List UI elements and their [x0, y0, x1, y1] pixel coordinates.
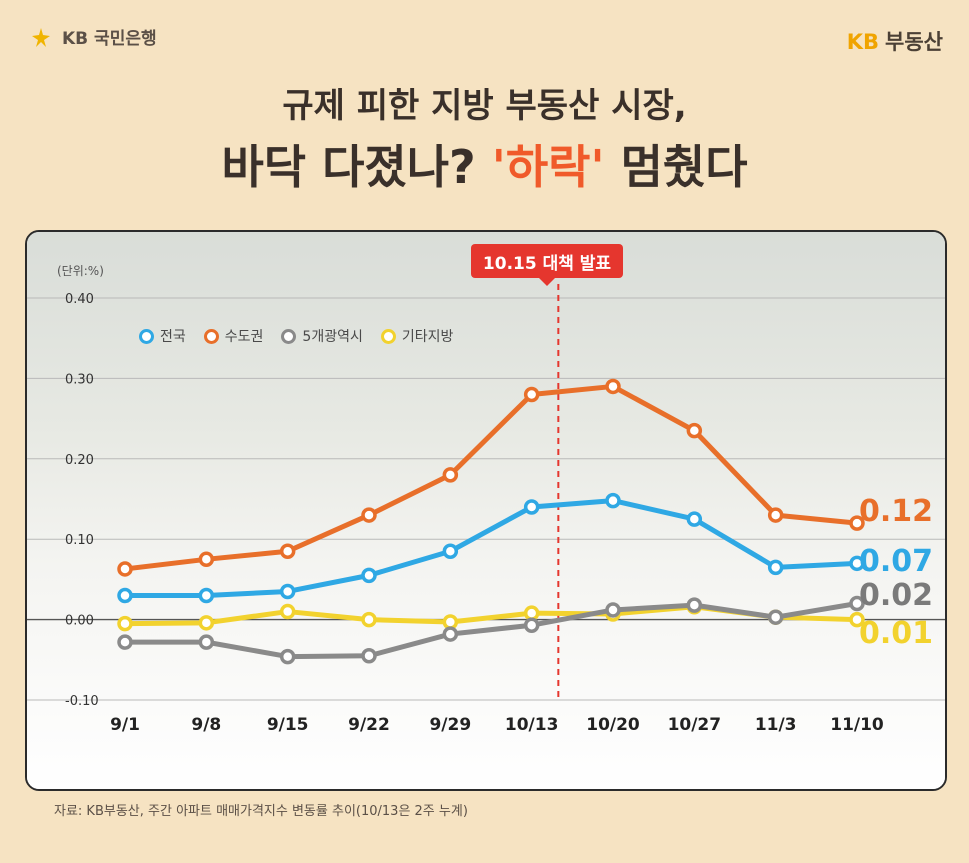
data-point-capital [117, 561, 133, 577]
data-point-national [849, 555, 865, 572]
title-line1: 규제 피한 지방 부동산 시장, [282, 86, 687, 126]
data-point-metro5 [442, 626, 459, 642]
end-label-capital: 0.12 [858, 494, 933, 529]
x-tick-label: 11/10 [830, 715, 884, 735]
kb-bank-logo: KB 국민은행 [28, 24, 157, 49]
data-point-other [279, 603, 296, 620]
legend-label: 5개광역시 [302, 329, 363, 345]
data-point-capital [523, 386, 540, 403]
data-point-capital [849, 515, 865, 531]
y-tick-label: 0.10 [65, 533, 94, 548]
data-point-metro5 [198, 634, 215, 650]
series-line-national [122, 498, 860, 598]
x-tick-label: 9/1 [110, 715, 140, 735]
data-point-national [279, 583, 296, 600]
data-point-national [686, 511, 703, 527]
legend-item-capital: 수도권 [203, 326, 264, 346]
data-point-national [767, 559, 784, 576]
data-point-other [198, 615, 215, 631]
kb-star-icon [32, 27, 50, 47]
y-tick-label: 0.40 [65, 292, 94, 307]
legend-marker-icon [203, 328, 219, 344]
title-line2: 바닥 다졌나? '하락' 멈췄다 [0, 131, 969, 197]
x-tick-label: 9/8 [191, 715, 221, 735]
x-tick-label: 9/22 [348, 715, 390, 735]
data-point-capital [198, 551, 215, 568]
series-line-metro5 [122, 601, 860, 660]
kb-realestate-logo: KB 부동산 [847, 26, 943, 56]
legend-marker-icon [281, 328, 297, 344]
realestate-text: 부동산 [885, 30, 943, 54]
data-point-capital [442, 467, 459, 483]
x-tick-label: 9/15 [267, 715, 309, 735]
x-tick-label: 10/13 [505, 715, 559, 735]
data-point-capital [605, 378, 621, 395]
data-point-other [523, 605, 540, 621]
data-point-national [442, 543, 459, 560]
data-point-metro5 [767, 609, 784, 625]
chart-legend: 전국 수도권 5개광역시 기타지방 [139, 326, 453, 346]
legend-label: 전국 [160, 329, 186, 345]
data-point-other [117, 615, 133, 632]
data-point-other [442, 614, 459, 630]
legend-label: 수도권 [224, 329, 264, 345]
y-tick-label: 0.00 [65, 614, 94, 629]
legend-item-national: 전국 [139, 326, 186, 346]
x-tick-label: 11/3 [755, 715, 797, 735]
data-point-national [605, 492, 621, 509]
end-label-national: 0.07 [858, 544, 933, 579]
policy-callout: 10.15 대책 발표 [471, 244, 623, 286]
y-tick-label: -0.10 [65, 694, 99, 709]
source-note: 자료: KB부동산, 주간 아파트 매매가격지수 변동률 추이(10/13은 2… [54, 804, 468, 819]
data-point-capital [767, 507, 784, 523]
legend-marker-icon [139, 328, 154, 344]
legend-marker-icon [380, 328, 396, 344]
data-point-capital [686, 422, 703, 439]
chart-plot: 0.40 0.30 0.20 0.10 0.00 -0.10 9/1 9/8 9/15 9/22 9… [27, 284, 945, 735]
x-tick-label: 9/29 [429, 715, 471, 735]
title-line2-prefix: 바닥 다졌나? [221, 140, 476, 194]
data-point-other [361, 611, 377, 628]
data-point-national [523, 499, 540, 515]
data-point-capital [279, 543, 296, 560]
data-point-metro5 [117, 634, 133, 650]
data-point-national [117, 587, 133, 604]
legend-label: 기타지방 [401, 329, 454, 345]
data-point-national [198, 587, 215, 604]
data-point-capital [361, 507, 377, 523]
x-tick-label: 10/20 [586, 715, 640, 735]
y-tick-label: 0.30 [65, 372, 94, 387]
title-line2-highlight: '하락' [491, 140, 605, 194]
chart-panel: (단위:%) 0.40 0.30 0.20 0.10 0.00 -0.10 9/1 9/8 9/… [25, 230, 947, 791]
title-line2-suffix: 멈췄다 [620, 140, 748, 194]
series-line-capital [122, 383, 860, 572]
data-point-metro5 [361, 648, 377, 664]
data-point-national [361, 567, 377, 584]
data-point-metro5 [279, 648, 296, 665]
end-label-other: 0.01 [858, 616, 933, 651]
kb-text: KB [846, 30, 880, 54]
data-point-other [849, 611, 865, 628]
end-label-metro5: 0.02 [858, 578, 933, 613]
x-tick-label: 10/27 [668, 715, 722, 735]
data-point-metro5 [523, 617, 540, 633]
data-point-metro5 [686, 597, 703, 613]
data-point-metro5 [849, 595, 865, 612]
chart-background [27, 232, 945, 789]
y-tick-label: 0.20 [65, 453, 94, 468]
kb-bank-text: KB 국민은행 [62, 29, 157, 49]
legend-item-metro5: 5개광역시 [281, 326, 363, 346]
legend-item-other: 기타지방 [380, 326, 454, 346]
unit-label: (단위:%) [57, 264, 104, 278]
data-point-metro5 [605, 602, 621, 618]
